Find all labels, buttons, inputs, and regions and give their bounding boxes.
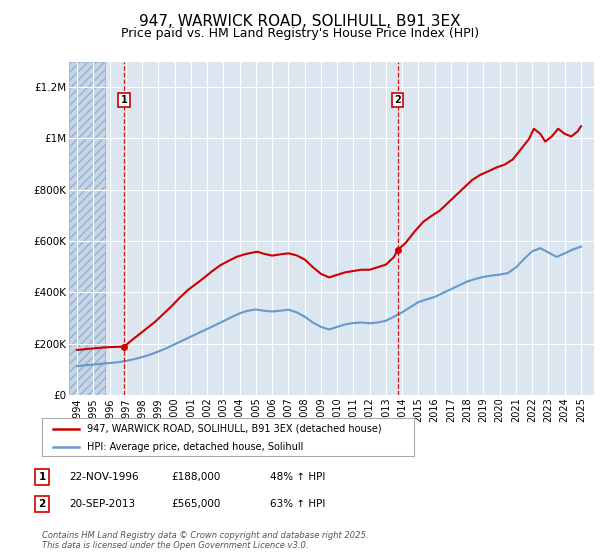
Bar	[69, 62, 105, 395]
Text: Contains HM Land Registry data © Crown copyright and database right 2025.
This d: Contains HM Land Registry data © Crown c…	[42, 531, 368, 550]
Text: 63% ↑ HPI: 63% ↑ HPI	[270, 499, 325, 509]
Text: 1: 1	[38, 472, 46, 482]
Text: 2: 2	[38, 499, 46, 509]
Text: 22-NOV-1996: 22-NOV-1996	[69, 472, 139, 482]
Text: 48% ↑ HPI: 48% ↑ HPI	[270, 472, 325, 482]
Text: £565,000: £565,000	[171, 499, 220, 509]
Text: HPI: Average price, detached house, Solihull: HPI: Average price, detached house, Soli…	[86, 442, 303, 452]
Text: £188,000: £188,000	[171, 472, 220, 482]
Text: 20-SEP-2013: 20-SEP-2013	[69, 499, 135, 509]
Text: 1: 1	[121, 95, 128, 105]
Text: 947, WARWICK ROAD, SOLIHULL, B91 3EX (detached house): 947, WARWICK ROAD, SOLIHULL, B91 3EX (de…	[86, 424, 381, 434]
Text: 947, WARWICK ROAD, SOLIHULL, B91 3EX: 947, WARWICK ROAD, SOLIHULL, B91 3EX	[139, 14, 461, 29]
Text: 2: 2	[394, 95, 401, 105]
Text: Price paid vs. HM Land Registry's House Price Index (HPI): Price paid vs. HM Land Registry's House …	[121, 27, 479, 40]
